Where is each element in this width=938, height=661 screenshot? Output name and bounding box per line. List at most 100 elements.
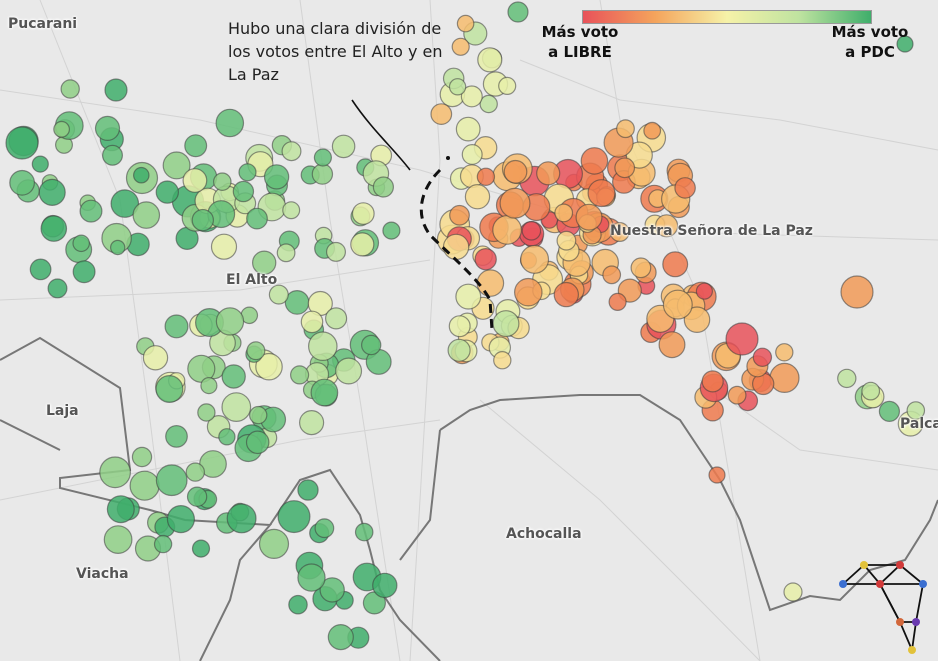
vote-circle <box>290 365 310 385</box>
vote-circle <box>521 221 542 241</box>
vote-circle <box>282 201 301 220</box>
vote-circle <box>674 177 696 199</box>
vote-circle <box>307 331 338 361</box>
vote-circle <box>164 314 189 339</box>
vote-circle <box>752 347 773 367</box>
vote-circle <box>372 176 394 198</box>
vote-circle <box>662 251 689 278</box>
vote-circle <box>53 120 70 138</box>
place-label-la-paz: Nuestra Señora de La Paz <box>610 223 813 239</box>
vote-circle <box>662 289 693 320</box>
vote-circle <box>503 159 528 184</box>
vote-circle <box>701 370 724 393</box>
vote-circle <box>695 282 714 300</box>
vote-circle <box>498 76 517 96</box>
vote-circle <box>448 78 467 96</box>
vote-circle <box>479 94 498 114</box>
vote-circle <box>106 495 135 524</box>
vote-circle <box>372 572 398 599</box>
vote-circle <box>249 405 268 425</box>
vote-circle <box>476 269 505 297</box>
vote-circle <box>142 345 169 371</box>
vote-circle <box>185 462 205 482</box>
vote-circle <box>658 331 686 359</box>
vote-circle <box>5 126 39 160</box>
vote-circle <box>430 103 453 125</box>
vote-circle <box>361 334 382 356</box>
vote-circle <box>507 1 529 23</box>
vote-circle <box>451 37 470 56</box>
annotation-pointer-line <box>351 99 411 171</box>
vote-circle <box>297 563 326 592</box>
vote-circle <box>575 203 603 231</box>
vote-circle <box>221 392 252 423</box>
vote-circle <box>460 85 483 108</box>
vote-circle <box>197 403 216 422</box>
vote-circle <box>191 539 211 558</box>
vote-circle <box>326 241 347 262</box>
vote-circle <box>281 141 302 162</box>
vote-circle <box>284 290 310 315</box>
vote-circle <box>110 189 140 218</box>
vote-circles <box>5 1 926 651</box>
place-label-achocalla: Achocalla <box>506 526 582 542</box>
place-label-el-alto: El Alto <box>226 272 278 288</box>
vote-circle <box>382 221 401 240</box>
vote-circle <box>165 425 188 448</box>
vote-circle <box>456 14 475 33</box>
vote-circle <box>72 234 90 253</box>
vote-circle <box>447 338 471 362</box>
vote-circle <box>263 164 290 190</box>
vote-circle <box>215 108 245 138</box>
vote-circle <box>288 594 308 615</box>
vote-circle <box>837 368 857 389</box>
vote-circle <box>277 500 311 534</box>
vote-circle <box>783 582 803 602</box>
vote-circle <box>155 180 179 204</box>
vote-circle <box>246 207 268 230</box>
vote-circle <box>906 401 926 420</box>
vote-circle <box>513 277 543 307</box>
vote-circle <box>221 364 246 389</box>
color-legend: Más voto a LIBRE Más voto a PDC <box>530 6 930 76</box>
vote-circle <box>166 504 195 534</box>
vote-circle <box>297 479 319 501</box>
vote-circle <box>476 167 496 186</box>
network-logo-icon <box>839 561 927 654</box>
vote-circle <box>614 157 636 179</box>
vote-circle <box>331 134 356 159</box>
vote-circle <box>79 199 103 223</box>
vote-circle <box>129 470 160 501</box>
legend-libre-line2: a LIBRE <box>548 43 612 61</box>
vote-circle <box>184 134 208 158</box>
vote-circle <box>132 201 161 229</box>
vote-circle <box>182 168 208 193</box>
vote-circle <box>276 243 296 263</box>
vote-circle <box>493 351 512 370</box>
vote-circle <box>327 623 354 651</box>
place-label-viacha: Viacha <box>76 566 129 582</box>
vote-circle <box>683 306 711 333</box>
vote-circle <box>769 362 800 393</box>
vote-circle <box>47 278 68 299</box>
vote-circle <box>255 352 283 381</box>
vote-circle <box>200 377 218 395</box>
vote-circle <box>258 528 290 560</box>
vote-circle <box>131 446 153 468</box>
annotation-dot <box>446 156 450 160</box>
vote-circle <box>861 381 881 401</box>
vote-circle <box>101 144 123 166</box>
vote-circle <box>314 518 335 539</box>
vote-circle <box>580 147 609 175</box>
vote-circle <box>775 343 794 362</box>
vote-circle <box>109 239 126 256</box>
vote-circle <box>609 222 630 243</box>
vote-circle <box>155 375 184 404</box>
vote-circle <box>520 244 550 274</box>
vote-circle <box>104 78 128 102</box>
vote-circle <box>499 187 531 219</box>
vote-circle <box>492 310 520 338</box>
vote-circle <box>630 257 652 279</box>
vote-circle <box>232 180 255 203</box>
